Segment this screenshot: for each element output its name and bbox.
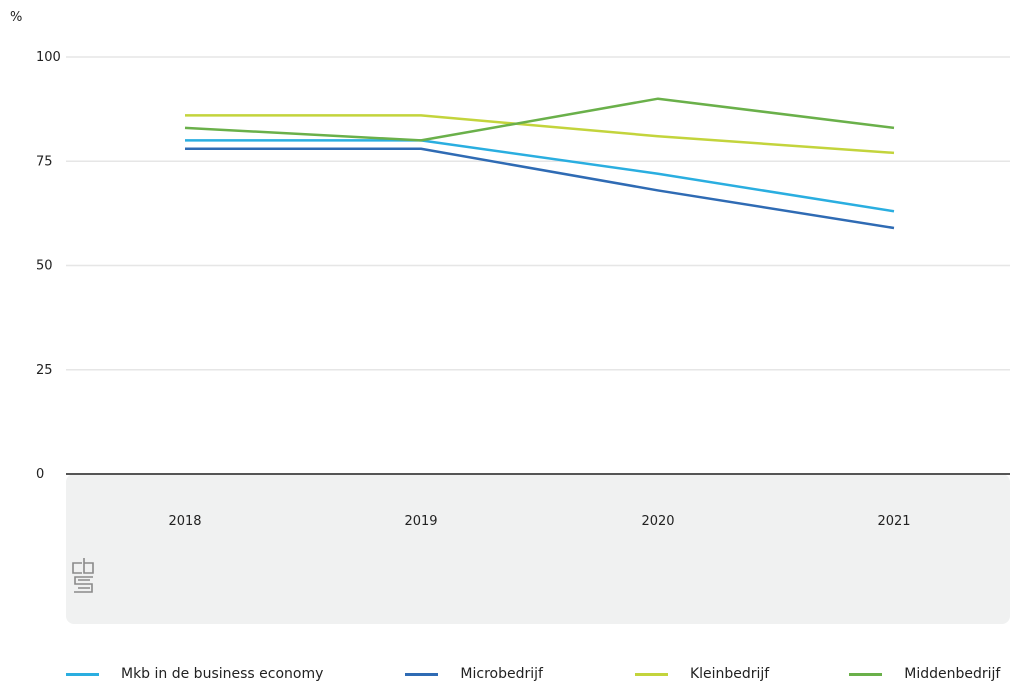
series-lines [184,97,895,230]
legend-label: Mkb in de business economy [121,666,324,682]
x-tick-label: 2021 [877,514,910,529]
gridlines [66,56,1010,486]
legend-swatch [634,672,668,676]
legend-label: Middenbedrijf [904,666,1001,682]
legend-swatch [849,672,883,676]
cbs-logo-icon [72,558,94,593]
x-tick-label: 2020 [641,514,674,529]
legend-label: Microbedrijf [460,666,543,682]
series-line-3 [185,114,895,155]
legend-item: Mkb in de business economy [66,666,323,682]
series-line-2 [185,147,895,230]
x-tick-label: 2018 [168,514,201,529]
y-axis-unit-label: % [10,10,22,25]
y-tick-label: 50 [36,259,53,274]
y-tick-label: 100 [36,50,61,65]
legend-item: Microbedrijf [405,666,543,682]
series-line-4 [184,97,895,142]
series-line-1 [185,139,895,213]
legend-item: Kleinbedrijf [634,666,770,682]
tick-labels: 0 25 50 75 100 2018 2019 2020 2021 [36,50,911,529]
legend-swatch [405,672,439,676]
legend-swatch [66,672,99,676]
line-chart: 0 25 50 75 100 2018 2019 2020 2021 % [10,10,1010,624]
y-tick-label: 75 [36,154,53,169]
legend-label: Kleinbedrijf [689,666,770,682]
x-tick-label: 2019 [404,514,437,529]
y-tick-label: 0 [36,467,44,482]
legend-item: Middenbedrijf [849,666,1000,682]
legend: Mkb in de business economy Microbedrijf Kl… [66,662,1000,686]
x-axis-band [66,474,1010,624]
y-tick-label: 25 [36,363,53,378]
